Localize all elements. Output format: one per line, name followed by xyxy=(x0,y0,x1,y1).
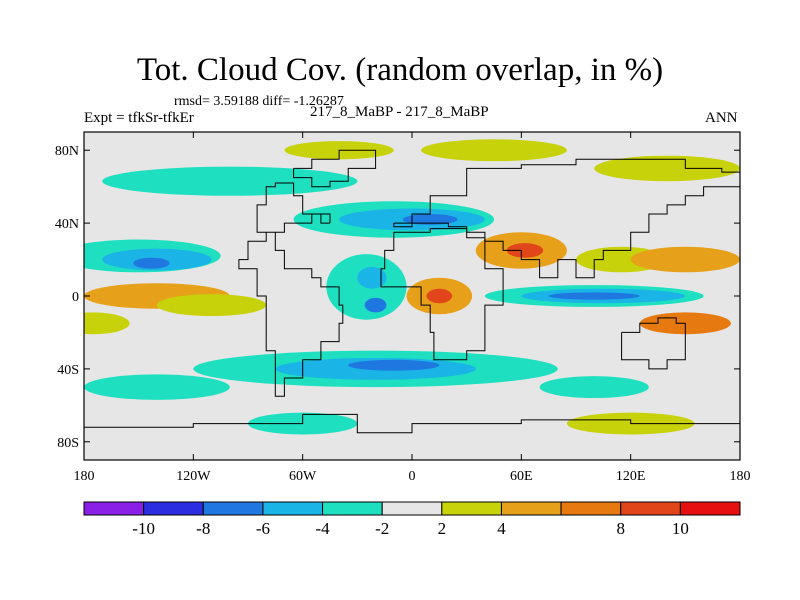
field-tropical-atlantic-blue xyxy=(357,266,387,289)
chart-title: Tot. Cloud Cov. (random overlap, in %) xyxy=(136,52,664,88)
x-tick-label: 180 xyxy=(74,469,95,484)
field-southern-ocean-core xyxy=(348,359,440,371)
x-tick-label: 120E xyxy=(616,469,646,484)
colorbar-swatch xyxy=(500,501,562,516)
coastline-segment-4 xyxy=(621,317,686,370)
colorbar-swatch xyxy=(560,501,622,516)
coastline-segment-0 xyxy=(293,149,377,188)
colorbar-swatch xyxy=(441,501,502,516)
field-sh-indian-teal xyxy=(539,376,649,399)
colorbar-swatch xyxy=(262,501,324,516)
y-tick-label: 40N xyxy=(55,217,79,232)
colorbar-label: -4 xyxy=(315,519,330,538)
x-axis: 180 120W 60W 0 60E 120E 180 xyxy=(74,132,751,484)
colorbar-swatch xyxy=(381,501,443,516)
period-label: 217_8_MaBP - 217_8_MaBP xyxy=(310,104,489,120)
colorbar-swatch xyxy=(322,501,383,516)
field-south-pacific-yellow xyxy=(84,312,130,335)
coastline-segment-2 xyxy=(380,228,504,361)
x-tick-label: 60W xyxy=(289,469,317,484)
colorbar-label: -8 xyxy=(196,519,210,538)
colorbar-label: 8 xyxy=(616,519,625,538)
colorbar: -10 -8 -6 -4 -2 2 4 8 10 xyxy=(83,501,741,538)
field-sh-pacific-teal xyxy=(84,374,230,400)
y-tick-label: 80N xyxy=(55,144,79,159)
colorbar-label: 10 xyxy=(672,519,689,538)
colorbar-label: 4 xyxy=(497,519,506,538)
y-tick-label: 80S xyxy=(57,436,79,451)
colorbar-swatch xyxy=(679,501,741,516)
y-axis: 80N 40N 0 40S 80S xyxy=(55,144,740,451)
season-label: ANN xyxy=(705,110,738,126)
coastline-segment-3 xyxy=(393,158,740,279)
y-tick-label: 0 xyxy=(72,290,79,305)
colorbar-swatch xyxy=(620,501,681,516)
colorbar-label: 2 xyxy=(438,519,447,538)
field-east-pacific-yellow xyxy=(156,294,267,317)
field-arctic-yellow-2 xyxy=(421,139,567,162)
experiment-label: Expt = tfkSr-tfkEr xyxy=(84,110,194,126)
field-central-asia-red xyxy=(506,243,544,258)
field-north-pacific-core xyxy=(133,257,170,269)
field-tropical-atlantic-core xyxy=(364,297,387,313)
field-north-atlantic-core xyxy=(402,214,458,225)
colorbar-swatch xyxy=(83,501,145,516)
y-tick-label: 40S xyxy=(57,363,79,378)
colorbar-swatch xyxy=(202,501,264,516)
x-tick-label: 60E xyxy=(510,469,533,484)
field-indian-ocean-core xyxy=(548,292,640,300)
colorbar-swatch xyxy=(143,501,204,516)
coastline xyxy=(84,149,740,460)
chart-stats: rmsd= 3.59188 diff= -1.26287 xyxy=(174,94,344,109)
field-africa-red xyxy=(426,288,453,304)
colorbar-label: -2 xyxy=(375,519,389,538)
colorbar-label: -10 xyxy=(132,519,155,538)
colorbar-label: -6 xyxy=(256,519,270,538)
coastline-segment-1 xyxy=(238,182,344,397)
x-tick-label: 180 xyxy=(730,469,751,484)
x-tick-label: 0 xyxy=(409,469,416,484)
field-west-pacific-orange xyxy=(630,246,740,273)
field-arctic-yellow-3 xyxy=(594,155,740,182)
x-tick-label: 120W xyxy=(176,469,211,484)
field-nh-high-lat-teal-band xyxy=(102,166,358,196)
coastline-segment-5 xyxy=(84,413,740,460)
